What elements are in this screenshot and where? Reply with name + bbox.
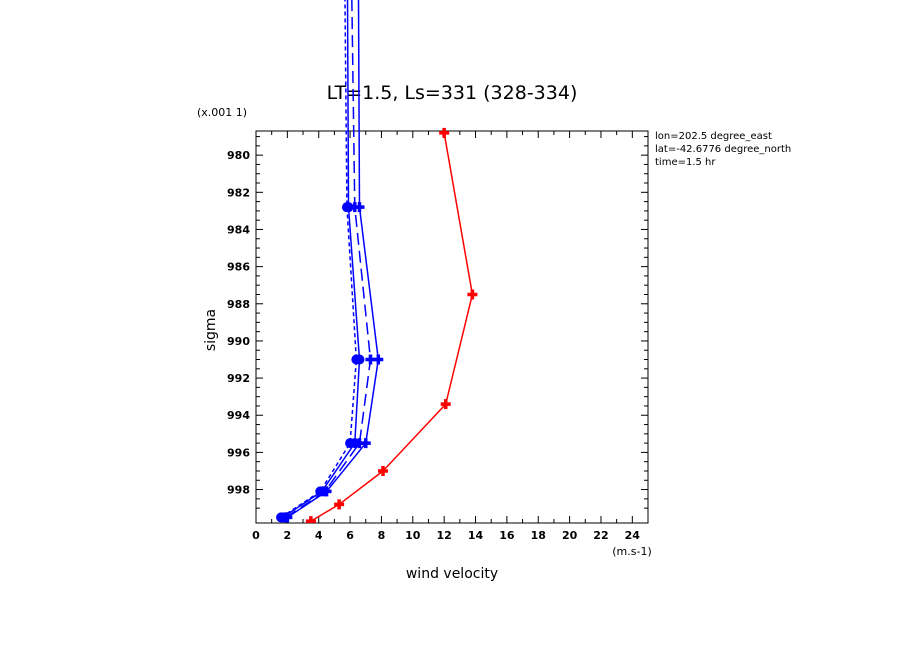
x-tick-label: 0 <box>252 529 260 542</box>
chart-title: LT=1.5, Ls=331 (328-334) <box>327 82 578 104</box>
x-tick-label: 4 <box>315 529 323 542</box>
x-tick-label: 22 <box>593 529 608 542</box>
data-point <box>345 438 356 449</box>
plot-frame <box>255 130 649 524</box>
y-tick-label: 988 <box>227 298 250 311</box>
data-point <box>378 465 389 476</box>
data-point <box>467 289 478 300</box>
data-point <box>439 127 450 138</box>
y-tick-label: 996 <box>227 446 250 459</box>
info-line-lat: lat=-42.6776 degree_north <box>655 144 791 155</box>
data-point <box>341 202 352 213</box>
y-axis-label: sigma <box>203 309 219 351</box>
x-tick-label: 12 <box>437 529 452 542</box>
info-line-lon: lon=202.5 degree_east <box>655 131 772 142</box>
x-tick-label: 8 <box>378 529 386 542</box>
data-point <box>365 354 376 365</box>
x-axis-label: wind velocity <box>406 566 498 582</box>
x-tick-label: 16 <box>499 529 515 542</box>
y-tick-label: 982 <box>227 186 250 199</box>
y-tick-label: 992 <box>227 372 250 385</box>
y-tick-label: 998 <box>227 484 250 497</box>
series-line-1 <box>310 132 474 522</box>
x-tick-label: 18 <box>531 529 546 542</box>
data-point <box>440 399 451 410</box>
y-tick-label: 986 <box>227 261 250 274</box>
y-scale-note: (x.001 1) <box>197 106 247 119</box>
x-tick-label: 10 <box>405 529 421 542</box>
data-point <box>315 486 326 497</box>
data-point <box>334 499 345 510</box>
y-tick-label: 984 <box>227 223 250 236</box>
x-tick-label: 20 <box>562 529 578 542</box>
axes: 0 2 4 6 8 10 12 14 16 18 20 22 249809829849869889909… <box>227 131 649 542</box>
data-point <box>305 516 316 523</box>
x-tick-label: 6 <box>346 529 354 542</box>
x-tick-label: 2 <box>284 529 292 542</box>
y-tick-label: 990 <box>227 335 250 348</box>
x-units-label: (m.s-1) <box>612 545 652 558</box>
series-line-4 <box>282 0 361 519</box>
y-tick-label: 980 <box>227 149 250 162</box>
y-tick-label: 994 <box>227 409 250 422</box>
series-group <box>276 0 478 523</box>
series-line-5 <box>280 0 358 519</box>
info-line-time: time=1.5 hr <box>655 157 716 168</box>
x-tick-label: 24 <box>625 529 641 542</box>
data-point <box>351 354 362 365</box>
x-tick-label: 14 <box>468 529 484 542</box>
data-point <box>276 512 287 523</box>
